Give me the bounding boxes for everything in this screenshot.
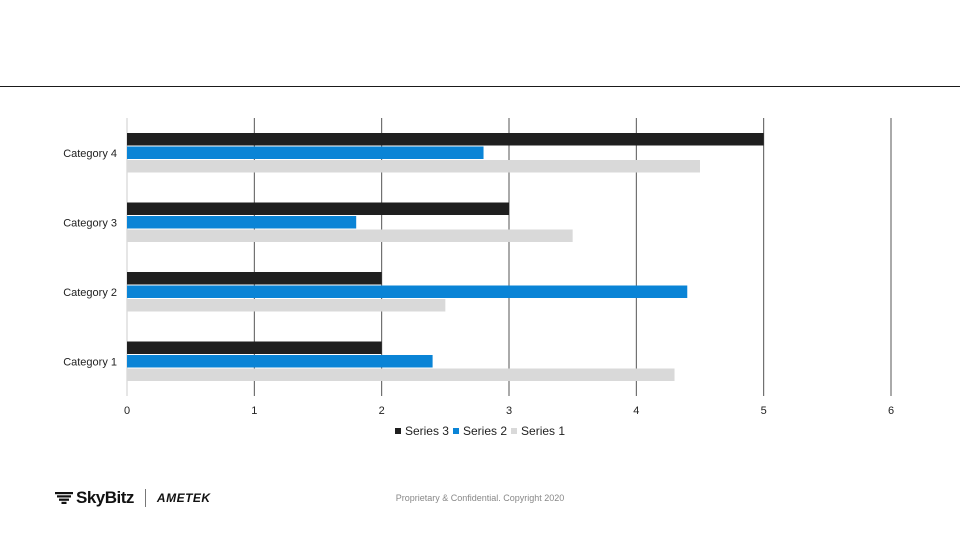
category-label-4: Category 4 bbox=[63, 148, 117, 160]
legend-label: Series 3 bbox=[404, 424, 449, 438]
bar-series-3-category-3 bbox=[127, 202, 509, 215]
skybitz-wordmark: SkyBitz bbox=[76, 488, 134, 507]
bar-series-3-category-4 bbox=[127, 133, 764, 146]
category-labels: Category 1 Category 2 Category 3 Category 4 bbox=[63, 148, 117, 369]
x-tick-2: 2 bbox=[379, 405, 385, 417]
bar-series-2-category-1 bbox=[127, 355, 433, 368]
skybitz-mark-icon bbox=[55, 492, 73, 504]
logo-divider bbox=[144, 489, 146, 507]
copyright-footer: Proprietary & Confidential. Copyright 20… bbox=[395, 493, 565, 503]
legend-swatch-icon bbox=[452, 428, 459, 434]
bar-series-2-category-4 bbox=[127, 146, 484, 159]
x-tick-1: 1 bbox=[251, 405, 257, 417]
x-tick-4: 4 bbox=[633, 405, 639, 417]
ametek-logo: AMETEK bbox=[156, 491, 211, 505]
legend-item-series-3: Series 3 bbox=[394, 424, 449, 438]
legend-item-series-2: Series 2 bbox=[452, 424, 508, 438]
bar-series-1-category-2 bbox=[127, 299, 446, 312]
legend-item-series-1: Series 1 bbox=[511, 424, 565, 438]
grid-lines bbox=[126, 118, 892, 396]
legend-swatch-icon bbox=[511, 428, 518, 434]
bar-series-3-category-2 bbox=[127, 272, 382, 285]
x-tick-labels: 0 1 2 3 4 5 6 bbox=[124, 405, 894, 417]
chart-legend: Series 3 Series 2 Series 1 bbox=[0, 424, 960, 438]
legend-label: Series 2 bbox=[462, 424, 508, 438]
x-tick-0: 0 bbox=[124, 405, 130, 417]
bar-series-1-category-3 bbox=[127, 229, 573, 242]
x-tick-3: 3 bbox=[506, 405, 512, 417]
category-label-2: Category 2 bbox=[63, 287, 117, 299]
header-rule bbox=[0, 86, 960, 87]
bar-series-3-category-1 bbox=[127, 341, 382, 354]
bar-series-2-category-2 bbox=[127, 285, 688, 298]
bar-series-1-category-4 bbox=[127, 160, 700, 173]
skybitz-logo: SkyBitz bbox=[55, 488, 134, 508]
legend-label: Series 1 bbox=[521, 424, 566, 438]
footer-logos: SkyBitz AMETEK bbox=[55, 486, 211, 510]
bars bbox=[127, 133, 764, 381]
category-label-3: Category 3 bbox=[63, 217, 117, 229]
bar-series-1-category-1 bbox=[127, 368, 675, 381]
bar-series-2-category-3 bbox=[127, 216, 357, 229]
x-tick-5: 5 bbox=[761, 405, 767, 417]
legend-swatch-icon bbox=[394, 428, 401, 434]
category-label-1: Category 1 bbox=[63, 356, 117, 368]
bar-chart: Category 1 Category 2 Category 3 Category 4… bbox=[63, 118, 894, 417]
x-tick-6: 6 bbox=[888, 405, 894, 417]
